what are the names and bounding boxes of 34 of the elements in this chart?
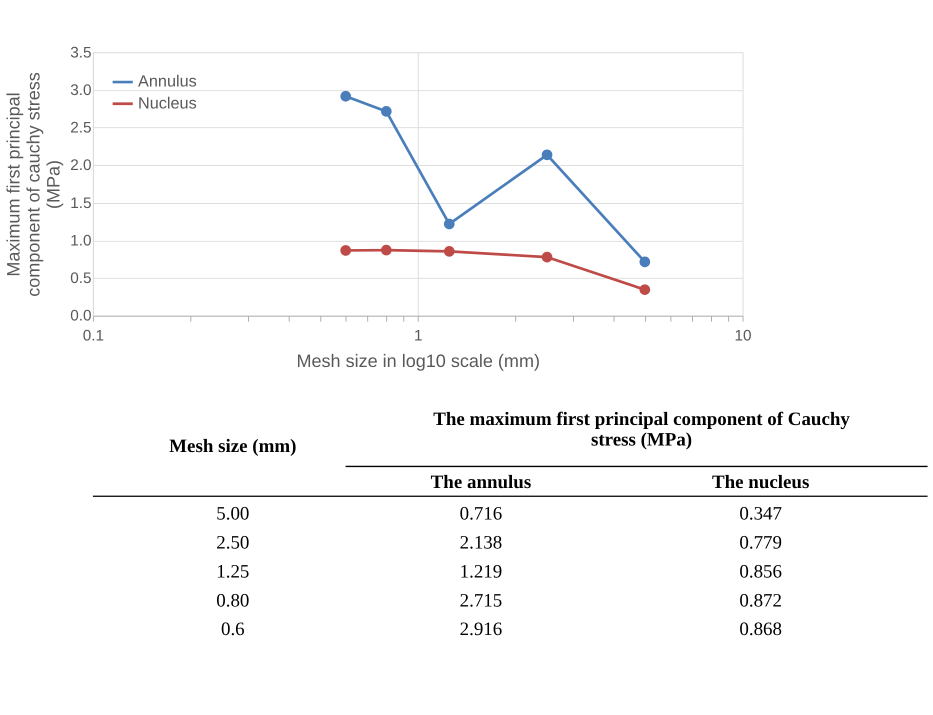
text: Mesh size (mm) [169,436,296,458]
text: The maximum first principal component of Cauchy stress (MPa) [433,408,850,451]
text: 5.00 [216,504,250,525]
y-tick-label: 2.0 [70,157,92,174]
text: 0.347 [739,504,782,525]
y-tick-label: 1.0 [70,232,92,250]
legend-label: Annulus [138,72,197,91]
y-tick-label: 0.0 [70,308,92,325]
text: 2.715 [460,590,502,612]
text: 2.916 [460,619,502,640]
text: 0.80 [216,590,250,612]
x-tick-label: 10 [734,328,752,345]
x-tick-label: 1 [414,328,422,345]
y-axis-title: Maximum first principal component of cauchy stress (MPa) [4,72,64,297]
text: 0.872 [739,590,782,612]
x-tick-label: 0.1 [82,328,104,345]
y-tick-label: 1.5 [70,194,92,212]
text: 0.856 [739,561,782,582]
text: 0.6 [220,619,245,640]
y-tick-label: 0.5 [70,270,92,288]
y-tick-label: 3.5 [70,44,92,62]
text: 2.138 [460,532,502,554]
text: 0.716 [460,504,502,525]
text: 2.50 [216,532,250,554]
text: The nucleus [712,472,810,494]
text: 0.868 [739,619,782,640]
y-tick-label: 3.0 [70,82,92,99]
y-tick-label: 2.5 [70,120,92,137]
x-axis-title: Mesh size in log10 scale (mm) [296,350,540,371]
text: 0.779 [739,532,782,554]
legend-label: Nucleus [138,94,197,112]
text: The annulus [430,472,532,494]
text: 1.25 [216,561,250,582]
text: 1.219 [460,561,502,582]
